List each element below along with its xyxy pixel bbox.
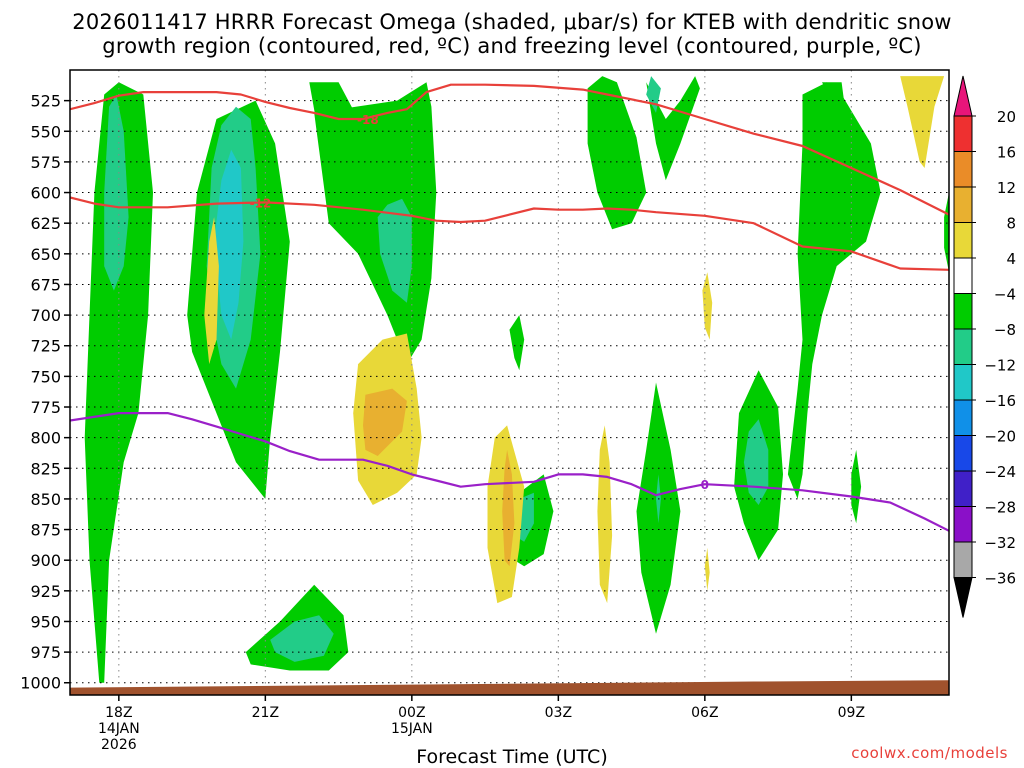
omega-region-21-level--8	[743, 419, 769, 505]
colorbar-bin-2	[953, 186, 973, 223]
colorbar-bin-0	[953, 115, 973, 152]
omega-region-18-level--8	[270, 615, 334, 662]
colorbar-label-3: 8	[1006, 215, 1016, 233]
y-tick-label-950: 950	[30, 612, 61, 631]
colorbar: 20 16 12 8 4 −4 −8 −12 −16 −20 −24 −28 −32 −36	[953, 75, 1016, 618]
colorbar-label-1: 16	[997, 144, 1016, 162]
colorbar-label-13: −36	[984, 570, 1016, 588]
y-tick-label-900: 900	[30, 551, 61, 570]
colorbar-label-5: −4	[994, 286, 1016, 304]
y-tick-label-525: 525	[30, 92, 61, 111]
y-tick-label-850: 850	[30, 490, 61, 509]
colorbar-label-12: −32	[984, 534, 1016, 552]
ground-surface	[70, 680, 949, 695]
y-tick-label-625: 625	[30, 214, 61, 233]
colorbar-label-11: −28	[984, 499, 1016, 517]
colorbar-label-4: 4	[1006, 250, 1016, 268]
omega-region-32-level-4	[900, 76, 945, 168]
x-tick-label-03Z: 03Z	[545, 705, 572, 721]
contour-line-0	[70, 83, 949, 216]
colorbar-bin-6	[953, 328, 973, 365]
colorbar-under-triangle	[953, 577, 973, 618]
omega-region-23-level--12	[214, 149, 244, 340]
y-tick-label-650: 650	[30, 245, 61, 264]
x-tick-date-18Z: 14JAN	[98, 721, 140, 737]
x-tick-date-00Z: 15JAN	[391, 721, 433, 737]
omega-region-7-level--4	[587, 76, 647, 230]
y-tick-label-875: 875	[30, 521, 61, 540]
colorbar-label-0: 20	[997, 108, 1016, 126]
contour-label-1: -12	[250, 196, 272, 210]
colorbar-bin-1	[953, 151, 973, 188]
x-tick-label-06Z: 06Z	[691, 705, 718, 721]
contour-label-2: 0	[701, 478, 709, 492]
colorbar-bin-8	[953, 399, 973, 436]
omega-region-15-level--8	[104, 94, 129, 291]
colorbar-label-6: −8	[994, 321, 1016, 339]
y-tick-label-750: 750	[30, 367, 61, 386]
y-tick-label-725: 725	[30, 337, 61, 356]
colorbar-bin-4	[953, 257, 973, 294]
colorbar-label-9: −20	[984, 428, 1016, 446]
colorbar-bin-3	[953, 222, 973, 259]
colorbar-bin-10	[953, 470, 973, 507]
omega-shading	[84, 76, 949, 683]
colorbar-label-7: −12	[984, 357, 1016, 375]
x-tick-label-00Z: 00Z	[398, 705, 425, 721]
contour-label-0: -18	[357, 113, 379, 127]
omega-region-17-level--8	[377, 198, 412, 303]
omega-region-6-level--4	[509, 315, 525, 371]
omega-region-12-level--4	[822, 82, 847, 119]
omega-region-27-level-8	[502, 449, 515, 567]
colorbar-bin-7	[953, 364, 973, 401]
y-tick-label-775: 775	[30, 398, 61, 417]
y-tick-label-600: 600	[30, 184, 61, 203]
colorbar-over-triangle	[953, 75, 973, 117]
contour-line-1	[70, 196, 949, 271]
colorbar-bin-5	[953, 293, 973, 330]
y-tick-label-975: 975	[30, 643, 61, 662]
plot-frame	[69, 69, 950, 696]
x-tick-year-18Z: 2026	[101, 737, 137, 753]
y-axis: 525 550 575 600 625 650 675 700 725 750 775 800 825 8…	[20, 92, 70, 693]
colorbar-label-2: 12	[997, 179, 1016, 197]
x-tick-label-21Z: 21Z	[252, 705, 279, 721]
y-tick-label-925: 925	[30, 582, 61, 601]
chart-title-line-2: growth region (contoured, red, ºC) and f…	[102, 34, 922, 58]
omega-region-11-level--4	[787, 82, 881, 499]
y-tick-label-825: 825	[30, 459, 61, 478]
colorbar-label-10: −24	[984, 463, 1016, 481]
contour-lines: -18 -12 0	[70, 83, 949, 532]
y-tick-label-1000: 1000	[20, 674, 61, 693]
y-tick-label-675: 675	[30, 275, 61, 294]
x-tick-label-18Z: 18Z	[105, 705, 132, 721]
y-tick-label-800: 800	[30, 429, 61, 448]
contour-line-2	[70, 412, 949, 532]
omega-region-29-level-4	[597, 425, 613, 604]
omega-region-31-level-4	[704, 547, 710, 591]
colorbar-bin-9	[953, 435, 973, 472]
y-tick-label-575: 575	[30, 153, 61, 172]
gridlines	[70, 70, 949, 695]
ground-fill	[70, 680, 949, 695]
x-axis-label: Forecast Time (UTC)	[416, 746, 608, 768]
omega-region-3-level--4	[309, 82, 368, 168]
colorbar-label-8: −16	[984, 392, 1016, 410]
omega-region-13-level--4	[851, 449, 862, 524]
omega-region-25-level-8	[363, 388, 407, 456]
chart-title-line-1: 2026011417 HRRR Forecast Omega (shaded, …	[72, 10, 952, 34]
x-tick-label-09Z: 09Z	[838, 705, 865, 721]
omega-region-8-level--4	[646, 76, 700, 181]
y-tick-label-700: 700	[30, 306, 61, 325]
colorbar-bin-11	[953, 506, 973, 543]
y-tick-label-550: 550	[30, 122, 61, 141]
colorbar-bin-12	[953, 541, 973, 578]
watermark: coolwx.com/models	[851, 744, 1008, 762]
